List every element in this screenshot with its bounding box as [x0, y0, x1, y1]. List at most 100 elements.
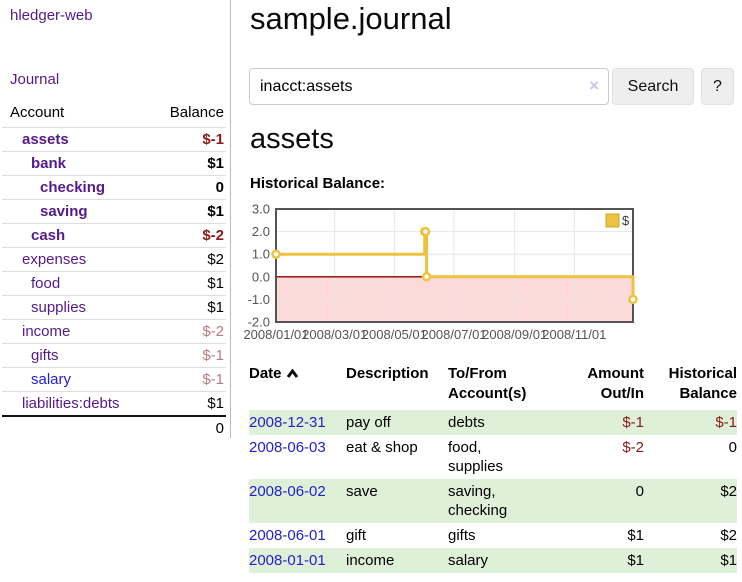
chart-title: Historical Balance:: [250, 175, 386, 192]
txn-balance-cell: $2: [720, 527, 737, 544]
transactions-table: Date Description To/From Account(s) Amou…: [249, 361, 737, 573]
clear-search-icon[interactable]: ×: [589, 76, 599, 95]
account-name-cell: gifts: [2, 343, 147, 368]
txn-accounts-cell: gifts: [448, 527, 476, 544]
account-row: supplies $1: [2, 295, 226, 320]
txn-accounts-cell: food, supplies: [448, 439, 504, 475]
search-input[interactable]: [249, 68, 609, 105]
txn-amount-cell: $-2: [622, 439, 644, 456]
txn-date-cell: 2008-12-31: [249, 410, 346, 435]
account-name-cell: checking: [2, 175, 147, 200]
search-box: ×: [249, 68, 609, 105]
transaction-row: 2008-06-03 eat & shop food, supplies $-2 0: [249, 435, 737, 479]
account-balance-cell: $-1: [146, 343, 226, 368]
account-balance-cell: $2: [146, 247, 226, 272]
transaction-date-link[interactable]: 2008-06-02: [249, 483, 326, 500]
txn-balance-cell: $-1: [715, 414, 737, 431]
historical-balance-chart[interactable]: $3.0 2.0 1.0 0.0 -1.0 -2.02008/01/012008/03/0…: [239, 204, 739, 346]
account-row: income $-2: [2, 319, 226, 344]
txn-header-accounts: To/From Account(s): [448, 365, 527, 402]
account-balance-cell: 0: [146, 175, 226, 200]
account-link[interactable]: expenses: [22, 251, 87, 268]
account-heading: assets: [250, 123, 334, 155]
account-balance-cell: $-2: [146, 223, 226, 248]
accounts-table: Account Balance assets $-1 bank $1 checking 0…: [2, 100, 226, 440]
txn-amount-cell: $-1: [622, 414, 644, 431]
txn-header-date[interactable]: Date: [249, 361, 346, 410]
account-name-cell: salary: [2, 367, 147, 392]
account-link[interactable]: income: [22, 323, 71, 340]
main-content: sample.journal × Search ? assets Histori…: [243, 0, 742, 582]
account-balance-cell: $1: [146, 199, 226, 224]
account-link[interactable]: saving: [40, 203, 88, 220]
transaction-date-link[interactable]: 2008-06-01: [249, 527, 326, 544]
search-button[interactable]: Search: [612, 68, 694, 105]
y-axis-tick-label: -2.0: [248, 315, 270, 330]
account-link[interactable]: supplies: [31, 299, 87, 316]
transaction-date-link[interactable]: 2008-06-03: [249, 439, 326, 456]
account-link[interactable]: gifts: [31, 347, 59, 364]
sidebar: hledger-web Journal Account Balance asse…: [0, 0, 231, 440]
txn-header-description: Description: [346, 365, 429, 382]
account-row: salary $-1: [2, 367, 226, 392]
accounts-total-row: 0: [2, 415, 226, 440]
account-balance-cell: $-2: [146, 319, 226, 344]
y-axis-tick-label: 3.0: [252, 204, 270, 217]
account-link[interactable]: cash: [31, 227, 66, 244]
transaction-row: 2008-06-01 gift gifts $1 $2: [249, 523, 737, 548]
transaction-date-link[interactable]: 2008-12-31: [249, 414, 326, 431]
account-row: gifts $-1: [2, 343, 226, 368]
txn-amount-cell: $1: [627, 552, 644, 569]
txn-date-cell: 2008-06-03: [249, 435, 346, 479]
account-name-cell: income: [2, 319, 147, 344]
account-balance-cell: $-1: [146, 127, 226, 152]
transactions-header-row: Date Description To/From Account(s) Amou…: [249, 361, 737, 410]
accounts-total-value: 0: [146, 415, 226, 440]
help-button[interactable]: ?: [701, 68, 734, 105]
txn-amount-cell: $1: [627, 527, 644, 544]
account-link[interactable]: assets: [22, 131, 69, 148]
x-axis-tick-label: 2008/03/01: [302, 327, 367, 342]
account-balance-cell: $1: [146, 271, 226, 296]
account-balance-cell: $1: [146, 391, 226, 416]
txn-accounts-cell: saving, checking: [448, 483, 508, 519]
data-point-marker: [628, 294, 638, 305]
account-link[interactable]: salary: [31, 371, 72, 388]
accounts-total-spacer: [2, 415, 147, 440]
account-name-cell: supplies: [2, 295, 147, 320]
account-balance-cell: $1: [146, 295, 226, 320]
account-row: assets $-1: [2, 127, 226, 152]
sort-ascending-icon: [286, 364, 299, 384]
account-row: liabilities:debts $1: [2, 391, 226, 416]
txn-header-balance: Historical Balance: [668, 365, 737, 402]
account-link[interactable]: bank: [31, 155, 67, 172]
accounts-header-row: Account Balance: [2, 100, 226, 128]
txn-description-cell: eat & shop: [346, 439, 418, 456]
account-balance-cell: $1: [146, 151, 226, 176]
account-row: cash $-2: [2, 223, 226, 248]
accounts-header-balance: Balance: [169, 104, 224, 121]
txn-description-cell: gift: [346, 527, 367, 544]
account-link[interactable]: liabilities:debts: [22, 395, 120, 412]
sidebar-item-journal[interactable]: Journal: [10, 71, 60, 88]
legend-label: $: [622, 213, 630, 228]
account-row: food $1: [2, 271, 226, 296]
txn-header-amount: Amount Out/In: [587, 365, 644, 402]
account-name-cell: liabilities:debts: [2, 391, 147, 416]
account-link[interactable]: food: [31, 275, 61, 292]
data-point-marker: [271, 249, 281, 259]
app-title-link[interactable]: hledger-web: [10, 7, 93, 24]
x-axis-tick-label: 2008/07/01: [421, 327, 486, 342]
account-link[interactable]: checking: [40, 179, 106, 196]
account-balance-cell: $-1: [146, 367, 226, 392]
transaction-date-link[interactable]: 2008-01-01: [249, 552, 326, 569]
page-title: sample.journal: [250, 1, 452, 36]
transaction-row: 2008-12-31 pay off debts $-1 $-1: [249, 410, 737, 435]
plot-border: [275, 208, 634, 323]
txn-date-cell: 2008-01-01: [249, 548, 346, 573]
y-axis-tick-label: 2.0: [252, 224, 270, 239]
txn-header-date-label: Date: [249, 365, 282, 382]
transaction-row: 2008-01-01 income salary $1 $1: [249, 548, 737, 573]
account-row: bank $1: [2, 151, 226, 176]
